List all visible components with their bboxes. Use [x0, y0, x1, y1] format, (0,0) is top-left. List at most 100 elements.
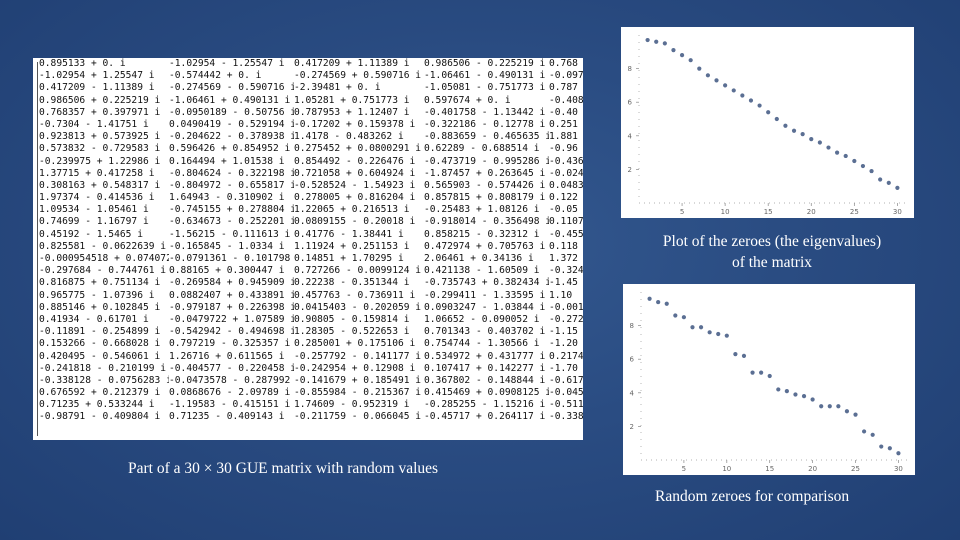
- zeros-x-tick-label: 10: [721, 208, 730, 216]
- matrix-cell: 0.825581 - 0.0622639 i: [39, 240, 167, 252]
- matrix-caption: Part of a 30 × 30 GUE matrix with random…: [128, 460, 439, 477]
- random-data-point: [896, 451, 901, 456]
- matrix-cell: -1.06461 + 0.490131 i: [169, 94, 291, 106]
- matrix-cell: -0.0950189 - 0.50756 i: [169, 106, 294, 118]
- random-data-point: [767, 373, 772, 379]
- zeros-data-point: [852, 158, 857, 164]
- matrix-cell: -0.299411 - 1.33595 i: [424, 289, 546, 301]
- matrix-cell: -0.408: [549, 94, 583, 106]
- random-data-point: [853, 412, 858, 417]
- matrix-cell: 0.858215 - 0.32312 i: [424, 228, 540, 240]
- matrix-cell: -0.274569 + 0.590716 i: [294, 70, 422, 82]
- random-data-point: [750, 370, 755, 375]
- zeros-data-point: [731, 88, 736, 93]
- matrix-cell: 1.28305 - 0.522653 i: [294, 326, 410, 338]
- zeros-data-point: [878, 177, 883, 182]
- matrix-cell: 1.37715 + 0.417258 i: [39, 167, 155, 179]
- matrix-cell: 0.278005 + 0.816204 i: [294, 192, 416, 204]
- random-data-point: [836, 404, 841, 409]
- matrix-cell: -0.542942 - 0.494698 i: [169, 326, 294, 338]
- matrix-cell: -0.274569 - 0.590716 i: [169, 82, 294, 94]
- matrix-cell: 0.0903247 - 1.03844 i: [424, 301, 546, 313]
- matrix-cell: 0.1107: [549, 216, 583, 228]
- matrix-cell: 0.787953 + 1.12407 i: [294, 106, 410, 118]
- matrix-cell: 0.816875 + 0.751134 i: [39, 277, 161, 289]
- matrix-cell: 0.857815 + 0.808179 i: [424, 192, 546, 204]
- matrix-cell: -0.528524 - 1.54923 i: [294, 179, 416, 191]
- random-plot-svg: 5 10 15 20 25 30 2 4 6 8: [630, 292, 907, 473]
- zeros-data-point: [886, 180, 891, 185]
- matrix-cell: -0.338: [549, 411, 583, 423]
- matrix-cell: -0.45717 + 0.264117 i: [424, 411, 546, 423]
- matrix-cell: -0.804624 - 0.322198 i: [169, 167, 294, 179]
- matrix-cell: 0.754744 - 1.30566 i: [424, 338, 540, 350]
- zeros-data-point: [757, 103, 762, 108]
- zeros-data-point: [809, 137, 814, 142]
- matrix-cell: -0.204622 - 0.378938 i: [169, 131, 294, 143]
- matrix-cell: 0.787: [549, 82, 578, 94]
- zeros-data-point: [697, 66, 702, 71]
- zeros-data-point: [671, 48, 676, 53]
- matrix-cell: -1.05081 - 0.751773 i: [424, 82, 546, 94]
- matrix-cell: -1.02954 - 1.25547 i: [169, 58, 285, 69]
- matrix-cell: -0.98791 - 0.409804 i: [39, 411, 161, 423]
- zeros-x-tick-label: 25: [850, 208, 859, 216]
- matrix-cell: 0.420495 - 0.546061 i: [39, 350, 161, 362]
- matrix-cell: 0.986506 + 0.225219 i: [39, 94, 161, 106]
- random-data-point: [801, 394, 807, 399]
- zeros-data-point: [817, 140, 822, 145]
- matrix-cell: -0.05: [549, 204, 578, 216]
- matrix-cell: 1.372: [549, 253, 578, 264]
- random-x-tick-label: 15: [765, 465, 774, 473]
- matrix-cell: -1.87457 + 0.263645 i: [424, 167, 546, 179]
- random-data-point: [827, 404, 832, 409]
- matrix-cell: -0.11891 - 0.254899 i: [39, 326, 161, 338]
- matrix-cell: -1.15: [549, 326, 578, 338]
- zeros-x-tick-label: 20: [807, 208, 816, 216]
- matrix-cell: 1.22065 + 0.216513 i: [294, 204, 410, 216]
- matrix-cell: 1.64943 - 0.310902 i: [169, 192, 285, 204]
- matrix-cell: 0.2174: [549, 350, 583, 362]
- random-plot: 5 10 15 20 25 30 2 4 6 8: [623, 284, 915, 475]
- matrix-cell: -0.455: [549, 228, 583, 240]
- zeros-y-tick-label: 8: [628, 65, 632, 73]
- matrix-cell: 0.854492 - 0.226476 i: [294, 155, 416, 167]
- zeros-data-point: [645, 37, 650, 43]
- matrix-cell: 0.22238 - 0.351344 i: [294, 277, 410, 289]
- matrix-cell: 1.26716 + 0.611565 i: [169, 350, 285, 362]
- random-data-point: [879, 444, 884, 449]
- matrix-cell: -0.404577 - 0.220458 i: [169, 362, 294, 374]
- matrix-cell: 0.118: [549, 240, 578, 252]
- random-caption: Random zeroes for comparison: [655, 488, 850, 505]
- matrix-cell: 0.122: [549, 192, 578, 204]
- matrix-cell: -0.097: [549, 70, 583, 82]
- zeros-plot: 5 10 15 20 25 30 2 4 6 8: [621, 27, 914, 218]
- matrix-cell: 0.45192 - 1.5465 i: [39, 228, 143, 240]
- matrix-cell: 0.0415403 - 0.202059 i: [294, 301, 422, 313]
- matrix-cell: -0.141679 + 0.185491 i: [294, 374, 422, 386]
- matrix-cell: 0.472974 + 0.705763 i: [424, 240, 546, 252]
- random-data-point: [819, 404, 824, 409]
- matrix-cell: -0.0479722 + 1.07589 i: [169, 313, 294, 325]
- zeros-x-tick-label: 5: [680, 208, 684, 216]
- zeros-data-point: [791, 128, 797, 133]
- matrix-cell: 1.09534 - 1.05461 i: [39, 204, 149, 216]
- matrix-cell: 0.14851 + 1.70295 i: [294, 253, 404, 264]
- matrix-cell: 0.0809155 - 0.20018 i: [294, 216, 416, 228]
- zeros-data-point: [826, 145, 831, 150]
- matrix-cell: 0.71235 + 0.533244 i: [39, 399, 155, 411]
- random-x-tick-label: 10: [722, 465, 731, 473]
- matrix-cell: 0.421138 - 1.60509 i: [424, 265, 540, 277]
- matrix-cell: -0.574442 + 0. i: [169, 70, 262, 82]
- matrix-cell: 0.565903 - 0.574426 i: [424, 179, 546, 191]
- matrix-cell: 0.164494 + 1.01538 i: [169, 155, 285, 167]
- matrix-cell: 0.534972 + 0.431777 i: [424, 350, 546, 362]
- zeros-plot-svg: 5 10 15 20 25 30 2 4 6 8: [628, 35, 906, 216]
- matrix-cell: 0.74699 - 1.16797 i: [39, 216, 149, 228]
- random-data-point: [724, 333, 729, 338]
- matrix-cell: 1.10: [549, 289, 573, 301]
- zeros-data-point: [688, 58, 693, 63]
- matrix-cell: 1.4178 - 0.483262 i: [294, 131, 404, 143]
- matrix-cell: -0.17202 + 0.159378 i: [294, 118, 416, 130]
- matrix-cell: 0.41776 - 1.38441 i: [294, 228, 404, 240]
